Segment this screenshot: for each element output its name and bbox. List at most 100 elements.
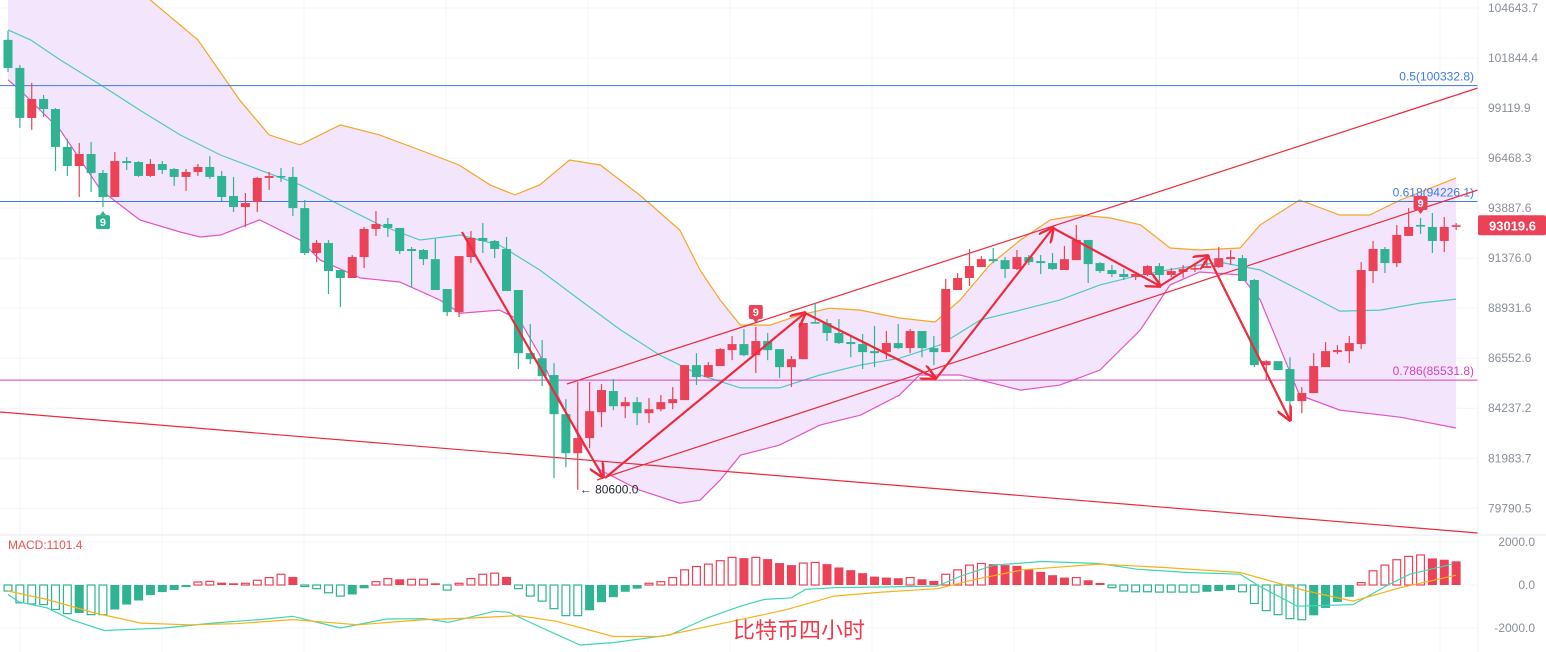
last-price-tag: 93019.6 bbox=[1478, 215, 1546, 236]
price-axis[interactable]: 104643.7 101844.4 99119.9 96468.3 93887.6 913… bbox=[1488, 1, 1538, 515]
wave-arrows[interactable] bbox=[461, 227, 1290, 479]
candle-down bbox=[430, 238, 440, 291]
macd-bar-negative bbox=[359, 585, 369, 589]
wave-arrow-up-2[interactable] bbox=[934, 228, 1053, 381]
macd-bar-negative bbox=[86, 584, 96, 616]
candle-body bbox=[585, 411, 595, 439]
macd-axis-tick: -2000.0 bbox=[1494, 621, 1535, 635]
candle-body bbox=[561, 414, 571, 454]
macd-bar-negative bbox=[50, 584, 60, 611]
candle-body bbox=[727, 344, 737, 351]
macd-bar-negative bbox=[1214, 585, 1224, 592]
candle-down bbox=[3, 30, 13, 72]
chart-title-watermark: 比特币四小时 bbox=[733, 618, 865, 643]
macd-bar-positive bbox=[751, 556, 761, 586]
price-axis-tick: 81983.7 bbox=[1488, 451, 1532, 465]
candle-body bbox=[1237, 258, 1247, 282]
macd-bar-positive bbox=[502, 576, 512, 585]
candle-body bbox=[181, 171, 191, 177]
macd-bar-negative bbox=[1202, 585, 1212, 592]
candle-down bbox=[893, 324, 903, 350]
candle-body bbox=[371, 223, 381, 229]
candle-body bbox=[1273, 361, 1283, 371]
macd-bar-positive bbox=[1012, 565, 1022, 585]
candle-body bbox=[905, 331, 915, 349]
last-price-value: 93019.6 bbox=[1489, 218, 1536, 233]
macd-bar-positive bbox=[1451, 561, 1461, 585]
macd-bar-positive bbox=[680, 569, 690, 586]
macd-bar-negative bbox=[1178, 584, 1188, 593]
candle-body bbox=[359, 228, 369, 258]
macd-bar-negative bbox=[597, 585, 606, 603]
candle-down bbox=[822, 319, 832, 342]
candle-body bbox=[39, 98, 49, 110]
candle-body bbox=[953, 277, 963, 291]
candle-up bbox=[454, 256, 464, 318]
candle-down bbox=[157, 161, 167, 174]
candle-body bbox=[1059, 259, 1069, 271]
fib-level-label: 0.618(94226.1) bbox=[1393, 185, 1474, 199]
candle-down bbox=[929, 336, 939, 366]
macd-bar-negative bbox=[157, 585, 167, 593]
macd-bar-negative bbox=[347, 585, 357, 595]
candle-body bbox=[1344, 343, 1354, 352]
macd-bar-positive bbox=[490, 572, 500, 586]
descending-trendline[interactable] bbox=[0, 411, 1478, 534]
macd-bar-positive bbox=[941, 573, 951, 586]
trend-drawings[interactable] bbox=[0, 87, 1478, 534]
macd-bar-negative bbox=[608, 585, 618, 598]
wave-arrow-down-3[interactable] bbox=[1052, 227, 1160, 286]
channel-lower-trendline[interactable] bbox=[596, 189, 1478, 481]
wave-arrow-up-1[interactable] bbox=[604, 313, 805, 479]
candle-body bbox=[1214, 258, 1224, 268]
candle-body bbox=[988, 259, 998, 262]
candle-body bbox=[775, 349, 785, 368]
candle-up bbox=[656, 395, 666, 412]
macd-bar-negative bbox=[1344, 585, 1354, 597]
candle-up bbox=[347, 255, 357, 278]
candle-up bbox=[240, 192, 250, 227]
candle-body bbox=[751, 341, 761, 356]
candle-body bbox=[395, 227, 405, 252]
macd-bar-negative bbox=[300, 584, 310, 588]
macd-bar-negative bbox=[312, 584, 322, 590]
channel-upper-trendline[interactable] bbox=[566, 87, 1478, 385]
price-pane[interactable]: 0.5(100332.8) 0.618(94226.1) 0.786(85531.8… bbox=[0, 0, 1478, 534]
wave-arrow-down-1[interactable] bbox=[461, 231, 603, 477]
macd-bar-positive bbox=[466, 577, 476, 586]
td-sequential-markers: 9 9 9 bbox=[95, 195, 1428, 324]
price-axis-tick: 84237.2 bbox=[1488, 401, 1532, 415]
wave-arrow-down-4[interactable] bbox=[1207, 255, 1290, 420]
macd-bar-negative bbox=[1190, 584, 1200, 593]
candle-down bbox=[62, 138, 72, 176]
candle-up bbox=[312, 239, 322, 263]
macd-bar-positive bbox=[893, 578, 903, 585]
candle-up bbox=[941, 278, 951, 353]
candle-body bbox=[597, 390, 606, 413]
candle-down bbox=[739, 329, 749, 357]
macd-pane[interactable] bbox=[3, 554, 1461, 646]
candle-body bbox=[513, 290, 523, 354]
macd-bar-positive bbox=[810, 561, 820, 586]
candle-body bbox=[1380, 249, 1390, 264]
candle-body bbox=[454, 256, 464, 313]
macd-bar-negative bbox=[98, 584, 108, 616]
wave-arrow-down-2[interactable] bbox=[804, 312, 935, 378]
candle-up bbox=[193, 164, 203, 176]
candle-up bbox=[1143, 265, 1153, 276]
candle-down bbox=[1427, 213, 1437, 254]
candle-down bbox=[98, 169, 108, 208]
candle-body bbox=[1451, 225, 1461, 227]
candle-up bbox=[27, 82, 37, 130]
macd-bar-positive bbox=[205, 580, 215, 586]
candle-body bbox=[1249, 279, 1259, 366]
macd-bar-positive bbox=[383, 577, 393, 586]
candle-body bbox=[1107, 270, 1117, 275]
wave-arrow-up-3[interactable] bbox=[1159, 256, 1208, 287]
macd-axis[interactable]: 2000.0 0.0 -2000.0 bbox=[1494, 535, 1535, 635]
candle-down bbox=[1036, 255, 1046, 275]
macd-bar-positive bbox=[240, 582, 250, 586]
bollinger-middle-line bbox=[7, 29, 1457, 389]
macd-bar-negative bbox=[74, 585, 84, 613]
